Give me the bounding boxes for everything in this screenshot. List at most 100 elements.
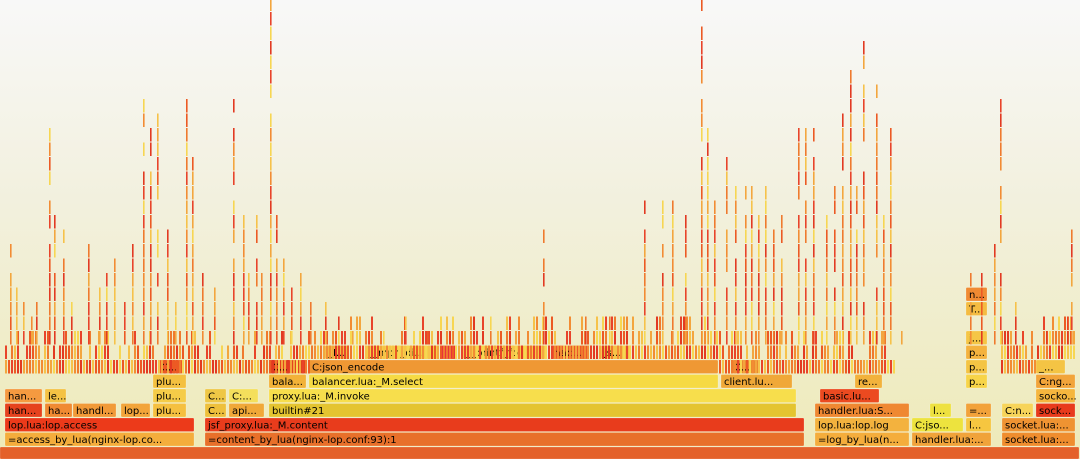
- flame-frame-rect[interactable]: [1000, 215, 1002, 229]
- flame-frame-rect[interactable]: [745, 273, 747, 287]
- flame-frame-rect[interactable]: [71, 302, 73, 316]
- flame-frame-rect[interactable]: [662, 273, 664, 287]
- flame-frame-rect[interactable]: [143, 302, 145, 316]
- flame-frame-rect[interactable]: [765, 186, 767, 200]
- flame-frame-rect[interactable]: [36, 316, 38, 331]
- flame-frame-rect[interactable]: [707, 200, 709, 215]
- flame-frame-rect[interactable]: [726, 331, 728, 345]
- flame-frame-rect[interactable]: [611, 316, 613, 331]
- flame-frame-rect[interactable]: [98, 345, 100, 360]
- flame-frame-rect[interactable]: [150, 302, 152, 316]
- flame-frame-rect[interactable]: [186, 244, 188, 258]
- flame-frame-rect[interactable]: [863, 55, 865, 70]
- flame-frame-rect[interactable]: [248, 360, 250, 374]
- flame-frame-rect[interactable]: [798, 302, 800, 316]
- flame-frame-rect[interactable]: [813, 273, 815, 287]
- flame-frame-rect[interactable]: [994, 244, 996, 258]
- flame-frame-rect[interactable]: [290, 360, 292, 374]
- flame-frame-rect[interactable]: [735, 331, 737, 345]
- flame-frame-rect[interactable]: [614, 345, 616, 360]
- flame-frame-rect[interactable]: [114, 316, 116, 331]
- flame-frame[interactable]: handler.lua:...: [911, 432, 992, 447]
- flame-frame-rect[interactable]: [1035, 388, 1076, 403]
- flame-frame-rect[interactable]: [167, 229, 169, 244]
- flame-frame-rect[interactable]: [182, 345, 184, 360]
- flame-frame-rect[interactable]: [662, 345, 664, 360]
- flame-frame-rect[interactable]: [805, 215, 807, 229]
- flame-frame-rect[interactable]: [233, 142, 235, 157]
- flame-frame-rect[interactable]: [626, 331, 628, 345]
- flame-frame-rect[interactable]: [272, 360, 274, 374]
- flame-frame-rect[interactable]: [1028, 360, 1030, 374]
- flame-frame-rect[interactable]: [1067, 316, 1069, 331]
- flame-frame-rect[interactable]: [758, 229, 760, 244]
- flame-frame-rect[interactable]: [707, 316, 709, 331]
- flame-frame-rect[interactable]: [876, 171, 878, 186]
- flame-frame-rect[interactable]: [310, 316, 312, 331]
- flame-frame-rect[interactable]: [503, 345, 505, 360]
- flame-frame-rect[interactable]: [20, 360, 22, 374]
- flame-frame-rect[interactable]: [543, 258, 545, 273]
- flame-frame[interactable]: C:ng...: [1035, 374, 1076, 389]
- flame-frame-rect[interactable]: [740, 360, 742, 374]
- flame-frame-rect[interactable]: [143, 229, 145, 244]
- flame-frame-rect[interactable]: [248, 287, 250, 302]
- flame-frame[interactable]: handler.lua:S...: [814, 403, 910, 418]
- flame-frame-rect[interactable]: [270, 287, 272, 302]
- flame-frame-rect[interactable]: [842, 142, 844, 157]
- flame-frame-rect[interactable]: [132, 273, 134, 287]
- flame-frame-rect[interactable]: [428, 331, 430, 345]
- flame-frame-rect[interactable]: [704, 316, 706, 331]
- flame-frame-rect[interactable]: [261, 316, 263, 331]
- flame-frame-rect[interactable]: [735, 258, 737, 273]
- flame-frame-rect[interactable]: [50, 360, 52, 374]
- flame-frame-rect[interactable]: [803, 360, 805, 374]
- flame-frame-rect[interactable]: [596, 316, 598, 331]
- flame-frame-rect[interactable]: [806, 360, 808, 374]
- flame-frame-rect[interactable]: [863, 215, 865, 229]
- flame-frame-rect[interactable]: [150, 258, 152, 273]
- flame-frame-rect[interactable]: [758, 244, 760, 258]
- flame-frame-rect[interactable]: [227, 345, 229, 360]
- flame-frame-rect[interactable]: [494, 345, 496, 360]
- flame-frame-rect[interactable]: [63, 287, 65, 302]
- flame-frame-rect[interactable]: [14, 360, 16, 374]
- flame-frame-rect[interactable]: [1004, 360, 1006, 374]
- flame-frame-rect[interactable]: [482, 331, 484, 345]
- flame-frame-rect[interactable]: [1007, 345, 1009, 360]
- flame-frame-rect[interactable]: [350, 345, 352, 360]
- flame-frame-rect[interactable]: [609, 316, 611, 331]
- flame-frame-rect[interactable]: [1052, 331, 1054, 345]
- flame-frame-rect[interactable]: [734, 345, 736, 360]
- flame-frame-rect[interactable]: [122, 360, 124, 374]
- flame-frame-rect[interactable]: [751, 287, 753, 302]
- flame-frame-rect[interactable]: [692, 345, 694, 360]
- flame-frame-rect[interactable]: [850, 99, 852, 113]
- flame-frame-rect[interactable]: [200, 360, 202, 374]
- flame-frame-rect[interactable]: [114, 287, 116, 302]
- flame-frame-rect[interactable]: [714, 258, 716, 273]
- flame-frame-rect[interactable]: [95, 360, 97, 374]
- flame-frame-rect[interactable]: [851, 345, 853, 360]
- flame-frame-rect[interactable]: [872, 360, 874, 374]
- flame-frame-rect[interactable]: [63, 229, 65, 244]
- flame-frame-rect[interactable]: [1001, 432, 1076, 447]
- flame-frame-rect[interactable]: [779, 345, 781, 360]
- flame-frame-rect[interactable]: [746, 360, 748, 374]
- flame-frame-rect[interactable]: [179, 345, 181, 360]
- flame-frame-rect[interactable]: [890, 186, 892, 200]
- flame-frame-rect[interactable]: [751, 186, 753, 200]
- flame-frame-rect[interactable]: [685, 302, 687, 316]
- flame-frame-rect[interactable]: [1031, 331, 1033, 345]
- flame-frame-rect[interactable]: [16, 331, 18, 345]
- flame-frame-rect[interactable]: [167, 287, 169, 302]
- flame-frame-rect[interactable]: [1007, 360, 1009, 374]
- flame-frame-rect[interactable]: [176, 360, 178, 374]
- flame-frame-rect[interactable]: [104, 331, 106, 345]
- flame-frame-rect[interactable]: [716, 345, 718, 360]
- flame-frame-rect[interactable]: [261, 331, 263, 345]
- flame-frame-rect[interactable]: [242, 345, 244, 360]
- flame-frame-rect[interactable]: [911, 417, 964, 432]
- flame-frame-rect[interactable]: [254, 331, 256, 345]
- flame-frame-rect[interactable]: [725, 360, 727, 374]
